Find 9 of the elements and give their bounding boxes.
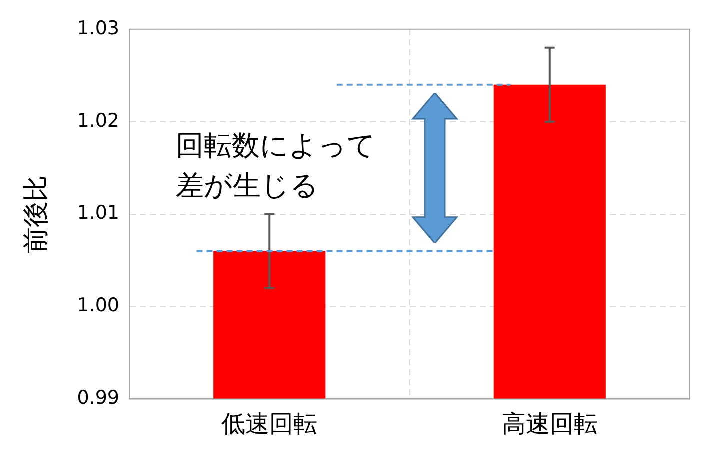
x-tick-label: 高速回転	[502, 410, 598, 438]
y-tick-label: 1.01	[77, 202, 120, 224]
y-axis-title: 前後比	[21, 175, 52, 254]
y-tick-label: 0.99	[77, 387, 120, 410]
y-tick-label: 1.02	[77, 110, 120, 132]
y-tick-label: 1.03	[77, 17, 120, 40]
y-tick-label: 1.00	[77, 294, 120, 317]
x-tick-label: 低速回転	[222, 410, 318, 438]
annotation: 回転数によって差が生じる	[176, 126, 390, 206]
